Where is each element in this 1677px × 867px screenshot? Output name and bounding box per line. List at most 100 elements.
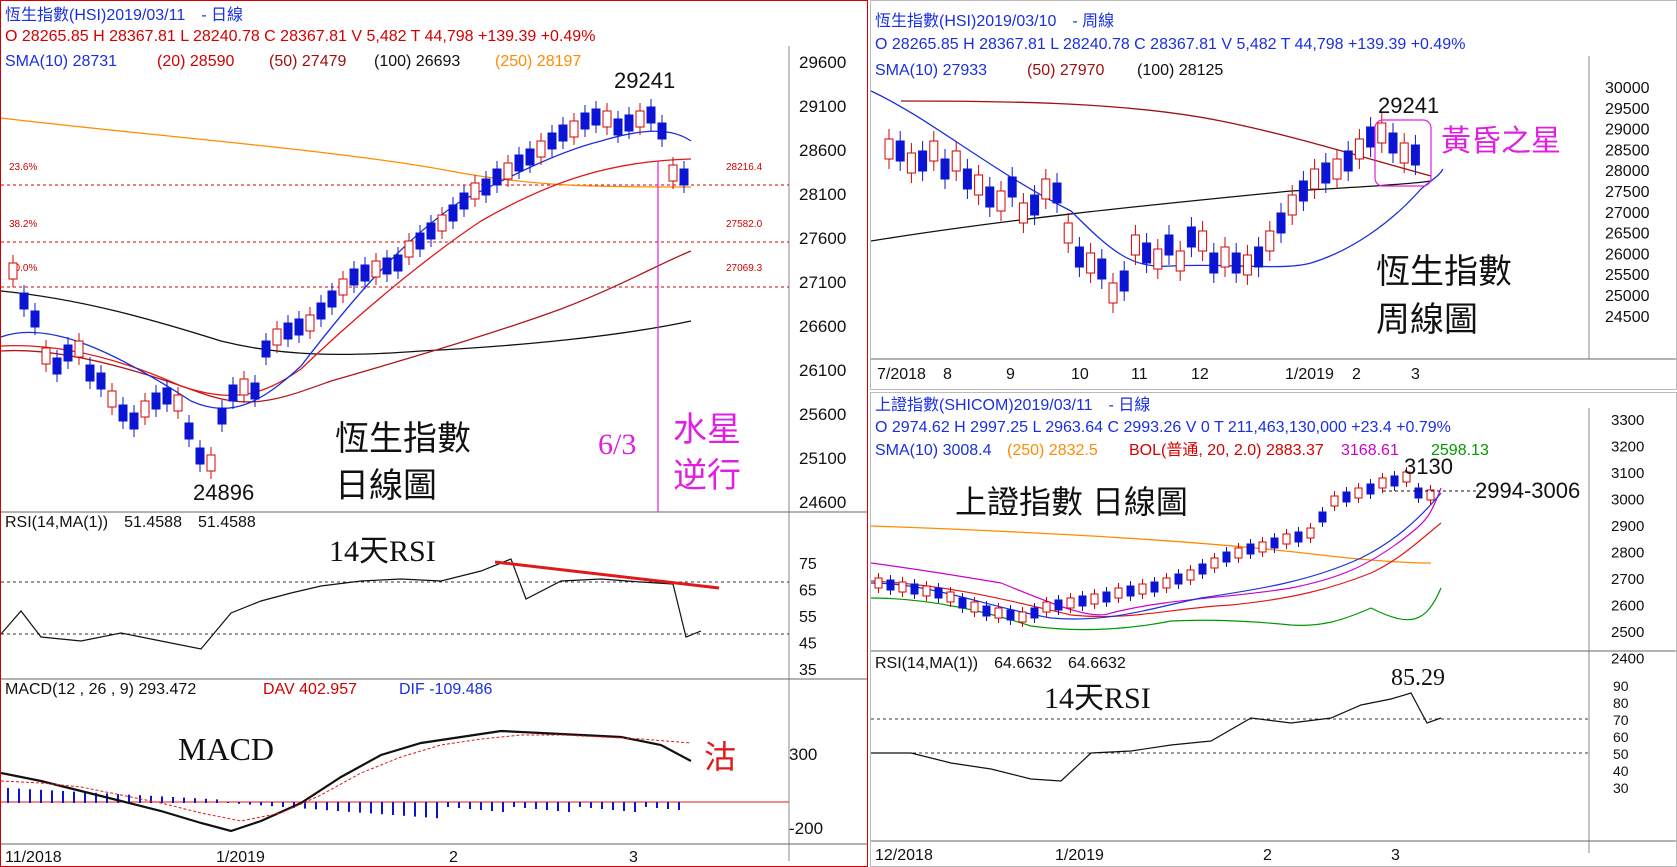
candle-body <box>1186 569 1195 581</box>
candle-body <box>41 347 51 365</box>
macd-bar <box>447 802 449 807</box>
candle-body <box>1306 527 1315 539</box>
sma20-line <box>1 158 692 397</box>
candle-body <box>261 340 271 358</box>
price-axis-tick: 2600 <box>1611 598 1644 615</box>
macd-bar <box>40 789 42 803</box>
price-axis-tick: 27500 <box>1605 184 1650 201</box>
date-axis-label: 11/2018 <box>5 849 62 866</box>
macd-bar <box>634 802 636 812</box>
candle-body <box>1354 138 1364 160</box>
sma50-legend: (50) 27479 <box>269 53 346 70</box>
candle-body <box>646 106 656 124</box>
candle-body <box>996 190 1006 212</box>
macd-bar <box>590 802 592 808</box>
rsi-title: 14天RSI <box>329 535 436 568</box>
macd-bar <box>458 802 460 808</box>
date-axis-label: 9 <box>1006 366 1015 383</box>
macd-bar <box>315 802 317 810</box>
macd-bar <box>524 802 526 808</box>
macd-bar <box>150 795 152 803</box>
candle-body <box>906 152 916 174</box>
candle-body <box>107 390 117 408</box>
candle-body <box>1175 250 1185 272</box>
candle-body <box>569 120 579 138</box>
date-axis-label: 12 <box>1191 366 1209 383</box>
candle-body <box>272 328 282 346</box>
macd-bar <box>161 796 163 803</box>
rsi-axis-tick: 65 <box>799 583 817 600</box>
date-axis-label: 3 <box>1411 366 1420 383</box>
candle-body <box>184 422 194 440</box>
candle-body <box>459 192 469 210</box>
candle-body <box>1018 611 1027 623</box>
candle-body <box>1006 609 1015 621</box>
macd-bar <box>304 802 306 809</box>
candle-body <box>404 240 414 258</box>
candle-body <box>437 214 447 232</box>
macd-bar <box>579 802 581 807</box>
candle-body <box>1294 531 1303 543</box>
price-axis-tick: 25100 <box>799 449 846 468</box>
price-axis-tick: 29500 <box>1605 101 1650 118</box>
chart-header-title: 恆生指數(HSI)2019/03/11 - 日線 <box>5 6 243 24</box>
candle-body <box>1399 142 1409 164</box>
candle-body <box>1042 601 1051 613</box>
candle-body <box>679 168 689 186</box>
macd-bar <box>392 802 394 815</box>
rsi-axis-tick: 75 <box>799 556 817 573</box>
macd-bar <box>491 802 493 811</box>
candle-body <box>547 132 557 150</box>
candle-body <box>1310 168 1320 190</box>
sma20-legend: (20) 28590 <box>157 53 234 70</box>
hsi-daily-candles <box>8 99 689 479</box>
price-axis-tick: 26500 <box>1605 226 1650 243</box>
candle-body <box>1402 471 1411 483</box>
price-axis-tick: 25500 <box>1605 267 1650 284</box>
candle-body <box>536 140 546 158</box>
price-axis-tick: 2500 <box>1611 624 1644 641</box>
macd-bar <box>601 802 603 809</box>
mercury-note-line1: 水星 <box>673 411 741 449</box>
candle-body <box>96 372 106 390</box>
candle-body <box>624 114 634 132</box>
macd-bar <box>557 802 559 811</box>
candle-body <box>1198 563 1207 575</box>
candle-body <box>1287 194 1297 216</box>
fib-23-label: 23.6% <box>9 162 37 173</box>
chart-title-line1: 恆生指數 <box>335 420 471 458</box>
candle-body <box>657 122 667 140</box>
macd-bar <box>117 794 119 803</box>
macd-bar <box>623 802 625 811</box>
candle-body <box>1265 230 1275 252</box>
candle-body <box>1052 182 1062 204</box>
candle-body <box>228 384 238 402</box>
candle-body <box>1018 202 1028 224</box>
macd-dif: DIF -109.486 <box>399 681 492 698</box>
high-label: 3130 <box>1404 454 1453 479</box>
candle-body <box>173 394 183 412</box>
price-axis-tick: 24600 <box>799 493 846 512</box>
candle-body <box>239 378 249 396</box>
macd-bar <box>678 802 680 810</box>
fib-23-value: 28216.4 <box>726 162 763 173</box>
date-axis-label: 11 <box>1131 366 1148 383</box>
candle-body <box>591 108 601 126</box>
candle-body <box>1210 557 1219 569</box>
candle-body <box>1030 607 1039 619</box>
macd-bar <box>260 802 262 806</box>
candle-body <box>1390 475 1399 487</box>
macd-bar <box>95 792 97 803</box>
candle-body <box>1130 234 1140 256</box>
candle-body <box>1162 577 1171 589</box>
macd-bar <box>238 802 240 804</box>
price-axis-tick: 24500 <box>1605 309 1650 326</box>
candle-body <box>1258 541 1267 553</box>
macd-bar <box>282 802 284 807</box>
date-axis-label: 7/2018 <box>877 366 926 383</box>
macd-bar <box>84 792 86 803</box>
candle-body <box>305 314 315 332</box>
candle-body <box>327 290 337 308</box>
low-label: 24896 <box>193 480 254 505</box>
rsi-divergence-line <box>494 560 720 590</box>
